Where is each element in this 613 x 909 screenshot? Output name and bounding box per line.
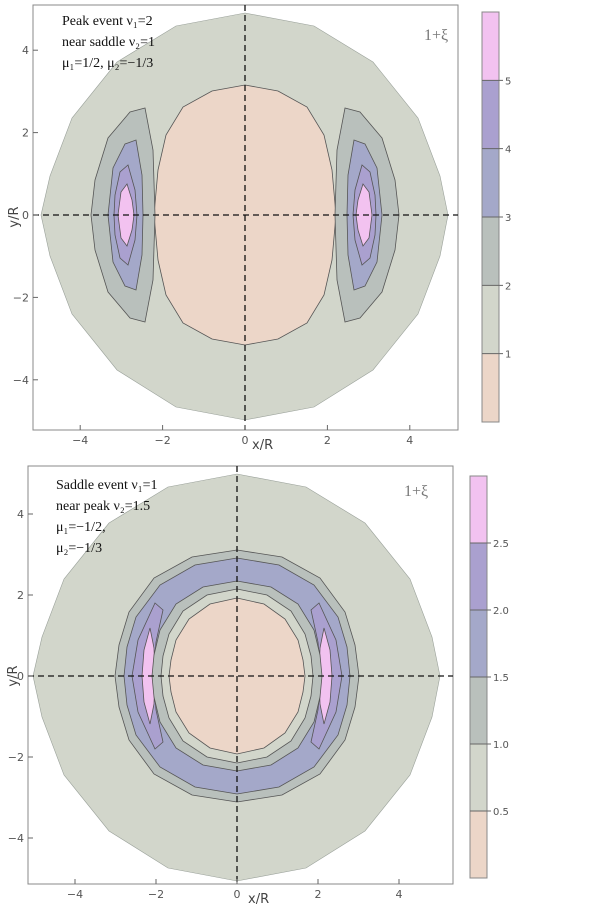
panel-1-colorbar: 1 2 3 4 5 xyxy=(481,11,511,423)
panel-1-plot-label: 1+ξ xyxy=(424,27,448,44)
panel-1-y-tick-label: 0 xyxy=(22,209,29,222)
panel-2-x-tick-label: −2 xyxy=(148,888,164,901)
panel-1-y-tick-label: 2 xyxy=(22,127,29,140)
panel-1-x-tick-label: 4 xyxy=(406,434,413,447)
panel-2-y-tick-label: −2 xyxy=(8,751,24,764)
panel-2-colorbar-tick-label: 1.0 xyxy=(493,740,509,751)
panel-2-colorbar-band xyxy=(470,610,487,677)
panel-2-colorbar-band xyxy=(470,543,487,610)
panel-2-colorbar-tick-label: 1.5 xyxy=(493,673,509,684)
panel-2-annotation-line-3: μ₁=−1/2, xyxy=(56,520,106,535)
panel-2-colorbar-band xyxy=(470,677,487,744)
panel-2-y-tick-label: −4 xyxy=(8,832,24,845)
panel-1-x-tick-label: −2 xyxy=(154,434,170,447)
panel-1-x-tick-label: −4 xyxy=(72,434,88,447)
panel-2-colorbar-tick-label: 0.5 xyxy=(493,807,509,818)
panel-1-y-tick-label: 4 xyxy=(22,44,29,57)
panel-1-y-axis-label: y/R xyxy=(7,206,22,227)
panel-2-y-axis-label: y/R xyxy=(6,665,21,686)
panel-2-plot-label: 1+ξ xyxy=(404,483,428,500)
panel-1-colorbar-tick-label: 3 xyxy=(505,213,511,224)
panel-1-annotation-line-3: μ₁=1/2, μ₂=−1/3 xyxy=(62,56,153,71)
panel-1-colorbar-band xyxy=(482,148,499,217)
panel-1-x-axis-label: x/R xyxy=(252,438,273,453)
panel-2-ticks: −4 −4 −2 −2 0 0 2 2 4 4 xyxy=(8,508,403,901)
panel-1-colorbar-tick-label: 2 xyxy=(505,281,511,292)
panel-2-x-tick-label: 2 xyxy=(315,888,322,901)
panel-2: Saddle event ν₁=1 near peak ν₂=1.5 μ₁=−1… xyxy=(6,465,509,907)
panel-2-y-tick-label: 2 xyxy=(17,589,24,602)
panel-2-x-tick-label: −4 xyxy=(67,888,83,901)
panel-2-colorbar-band xyxy=(470,744,487,811)
panel-2-colorbar-tick-label: 2.0 xyxy=(493,606,509,617)
panel-2-annotation-line-2: near peak ν₂=1.5 xyxy=(56,499,150,514)
panel-1-colorbar-band xyxy=(482,12,499,81)
panel-1-y-tick-label: −2 xyxy=(13,291,29,304)
panel-2-x-tick-label: 4 xyxy=(396,888,403,901)
panel-1-x-tick-label: 0 xyxy=(242,434,249,447)
panel-1-colorbar-band xyxy=(482,285,499,354)
panel-2-y-tick-label: 4 xyxy=(17,508,24,521)
panel-2-annotation-line-1: Saddle event ν₁=1 xyxy=(56,478,158,493)
panel-2-y-tick-label: 0 xyxy=(17,670,24,683)
panel-2-x-tick-label: 0 xyxy=(234,888,241,901)
panel-1-colorbar-tick-label: 4 xyxy=(505,145,511,156)
panel-2-colorbar-band xyxy=(470,811,487,878)
panel-1-annotation-line-1: Peak event ν₁=2 xyxy=(62,14,153,29)
panel-1-ticks: −4 −4 −2 −2 0 0 2 2 4 4 xyxy=(13,44,414,447)
panel-1-x-tick-label: 2 xyxy=(324,434,331,447)
panel-2-colorbar-band xyxy=(470,476,487,543)
panel-2-colorbar: 0.5 1.0 1.5 2.0 2.5 xyxy=(469,475,509,879)
panel-1-colorbar-tick-label: 5 xyxy=(505,76,511,87)
panel-1-colorbar-band xyxy=(482,80,499,149)
panel-1-colorbar-tick-label: 1 xyxy=(505,350,511,361)
panel-2-x-axis-label: x/R xyxy=(248,892,269,907)
panel-2-colorbar-tick-label: 2.5 xyxy=(493,539,509,550)
panel-1-colorbar-band xyxy=(482,353,499,422)
panel-1: Peak event ν₁=2 near saddle ν₂=1 μ₁=1/2,… xyxy=(7,4,511,453)
panel-2-annotation-line-4: μ₂=−1/3 xyxy=(56,541,102,556)
panel-1-annotation-line-2: near saddle ν₂=1 xyxy=(62,35,155,50)
panel-1-y-tick-label: −4 xyxy=(13,374,29,387)
panel-1-colorbar-band xyxy=(482,217,499,286)
